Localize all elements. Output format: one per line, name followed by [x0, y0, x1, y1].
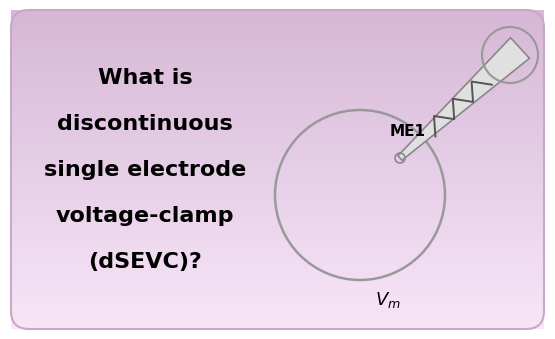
Text: single electrode: single electrode — [44, 160, 246, 180]
Polygon shape — [398, 38, 529, 160]
Text: ME1: ME1 — [390, 124, 426, 140]
Text: What is: What is — [98, 68, 193, 88]
Text: (dSEVC)?: (dSEVC)? — [88, 252, 202, 272]
Text: voltage-clamp: voltage-clamp — [56, 206, 234, 226]
Text: $V_m$: $V_m$ — [375, 290, 401, 310]
Text: discontinuous: discontinuous — [57, 114, 233, 134]
